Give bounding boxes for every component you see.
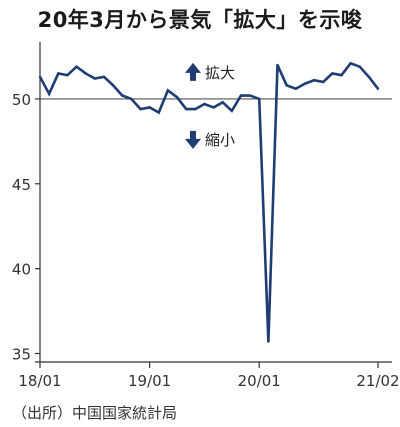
data-point [157,111,160,114]
data-point [303,82,307,85]
x-tick-label-19/01: 19/01 [128,372,171,390]
data-point [367,75,371,79]
arrow-up-icon [185,62,201,81]
data-point [239,94,243,97]
data-point [148,106,151,109]
data-point [57,72,60,75]
data-point [340,73,343,77]
data-point [248,94,252,97]
data-point [294,87,297,90]
source-note: （出所）中国国家統計局 [12,404,178,422]
data-point [376,87,380,90]
data-point [312,79,316,82]
x-tick-label-21/02: 21/02 [356,372,399,390]
data-point [276,63,279,67]
data-point [139,107,142,111]
y-tick-label-40: 40 [12,261,31,279]
data-point [258,97,261,101]
data-point [194,107,197,111]
data-point [358,65,361,68]
data-point [166,89,170,92]
x-tick-label-20/01: 20/01 [238,372,281,390]
data-point [184,107,188,111]
data-point [84,72,87,75]
data-point [66,73,69,77]
annotation-expand: 拡大 [205,64,235,82]
series-line [38,61,380,342]
data-point [121,94,124,97]
data-point [285,84,288,87]
data-point [111,84,115,87]
data-point [130,97,133,101]
y-tick-label-45: 45 [12,176,31,194]
data-point [221,101,224,104]
data-point [331,72,334,75]
chart-title: 20年3月から景気「拡大」を示唆 [37,8,363,32]
data-point [321,80,325,84]
arrow-down-icon [185,130,201,149]
data-point [349,62,352,65]
data-point [93,77,97,80]
data-point [47,92,51,96]
data-point [175,96,179,99]
data-point [212,106,215,109]
data-point [75,65,78,68]
y-tick-label-50: 50 [12,91,31,109]
data-point [102,75,106,79]
annotation-shrink: 縮小 [205,131,235,149]
data-point [230,109,234,113]
data-point [267,340,270,343]
data-point [203,102,206,106]
x-tick-label-18/01: 18/01 [18,372,61,390]
data-point [38,75,42,79]
y-tick-label-35: 35 [12,346,31,364]
